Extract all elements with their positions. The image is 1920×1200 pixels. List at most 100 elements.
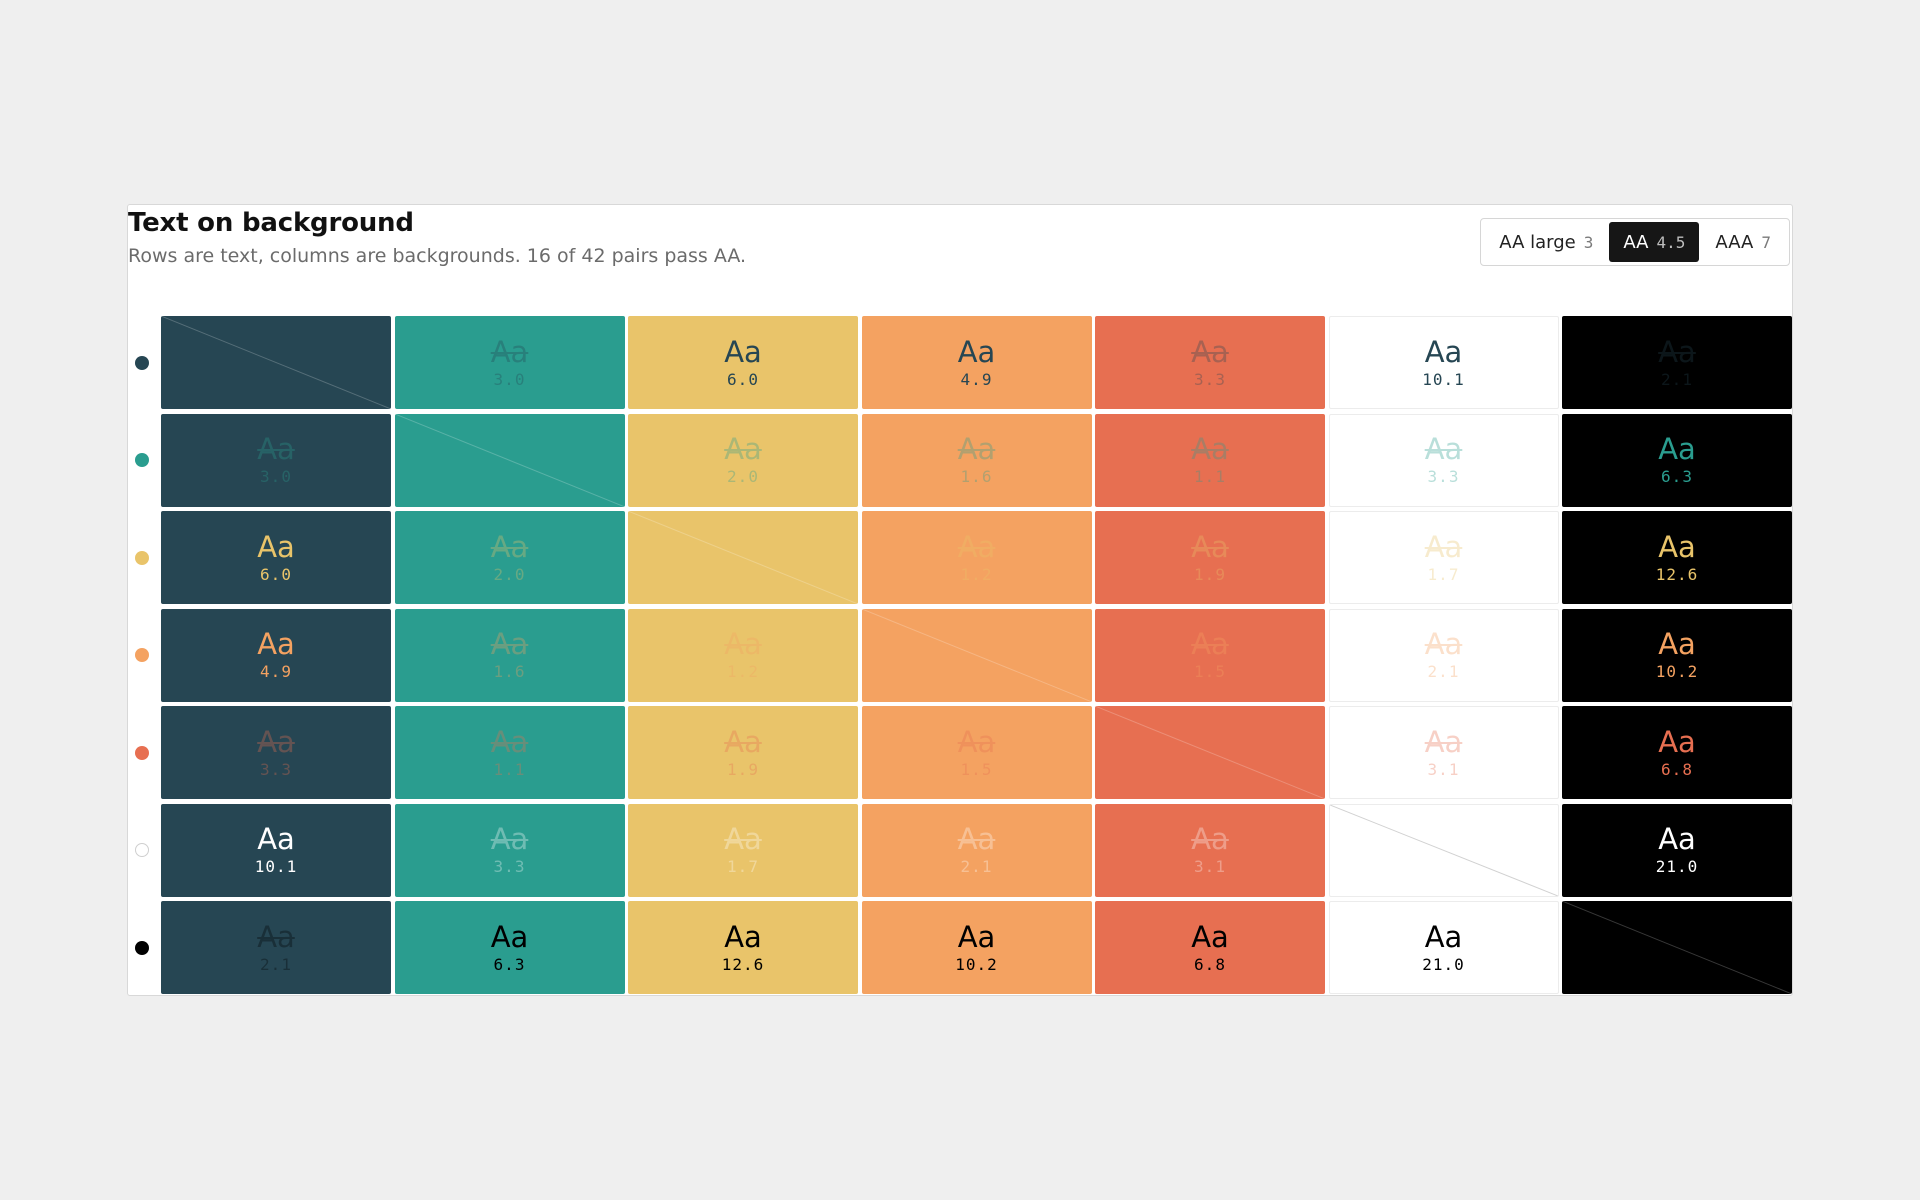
sample-text: Aa — [957, 334, 996, 369]
contrast-ratio: 1.9 — [1194, 564, 1226, 584]
contrast-cell[interactable]: Aa 1.9 — [628, 706, 858, 799]
contrast-cell[interactable] — [1328, 803, 1559, 897]
contrast-ratio: 4.9 — [260, 662, 292, 681]
contrast-cell[interactable]: Aa 3.0 — [394, 316, 625, 409]
sample-text: Aa — [257, 724, 295, 759]
level-aa-button[interactable]: AA 4.5 — [1609, 222, 1700, 262]
contrast-cell[interactable]: Aa 21.0 — [1562, 803, 1792, 897]
contrast-cell[interactable]: Aa 3.3 — [394, 803, 625, 897]
contrast-cell[interactable]: Aa 2.0 — [628, 413, 858, 507]
sample-text: Aa — [1424, 529, 1463, 564]
text-color-dot — [135, 550, 149, 565]
contrast-ratio: 21.0 — [1655, 857, 1699, 876]
text-color-swatches — [135, 316, 149, 993]
contrast-cell[interactable]: Aa 6.0 — [628, 316, 858, 409]
level-aa-large-button[interactable]: AA large 3 — [1485, 222, 1607, 262]
contrast-cell[interactable]: Aa 3.0 — [161, 413, 391, 507]
contrast-ratio: 6.0 — [727, 369, 759, 389]
contrast-ratio: 1.2 — [727, 662, 759, 681]
sample-text: Aa — [1424, 919, 1463, 954]
contrast-cell[interactable]: Aa 10.2 — [1562, 608, 1792, 702]
sample-text: Aa — [1424, 334, 1463, 369]
contrast-cell[interactable] — [394, 413, 625, 507]
contrast-cell[interactable]: Aa 3.3 — [161, 706, 391, 799]
contrast-cell[interactable]: Aa 6.3 — [1562, 413, 1792, 507]
contrast-cell[interactable]: Aa 2.1 — [861, 803, 1092, 897]
contrast-ratio: 2.0 — [493, 564, 526, 584]
contrast-ratio: 3.3 — [493, 857, 526, 876]
contrast-cell[interactable]: Aa 12.6 — [1562, 511, 1792, 604]
contrast-cell[interactable]: Aa 10.1 — [1328, 316, 1559, 409]
contrast-panel: Text on background Rows are text, column… — [127, 204, 1793, 996]
contrast-ratio: 3.3 — [1427, 467, 1460, 486]
contrast-cell[interactable]: Aa 1.2 — [861, 511, 1092, 604]
contrast-cell[interactable]: Aa 10.1 — [161, 803, 391, 897]
sample-text: Aa — [1191, 334, 1229, 369]
contrast-cell[interactable]: Aa 6.8 — [1562, 706, 1792, 799]
contrast-cell[interactable]: Aa 1.6 — [394, 608, 625, 702]
sample-text: Aa — [257, 822, 295, 856]
contrast-cell[interactable]: Aa 3.3 — [1095, 316, 1325, 409]
contrast-cell[interactable]: Aa 3.1 — [1328, 706, 1559, 799]
contrast-cell[interactable]: Aa 1.5 — [1095, 608, 1325, 702]
contrast-cell[interactable]: Aa 2.0 — [394, 511, 625, 604]
contrast-ratio: 1.1 — [1194, 467, 1226, 486]
sample-text: Aa — [957, 919, 996, 954]
contrast-cell[interactable] — [1562, 901, 1792, 994]
text-color-dot — [135, 843, 149, 857]
contrast-cell[interactable]: Aa 21.0 — [1328, 901, 1559, 994]
contrast-cell[interactable] — [861, 608, 1092, 702]
contrast-ratio: 1.9 — [727, 759, 759, 779]
sample-text: Aa — [257, 627, 295, 661]
sample-text: Aa — [490, 529, 529, 564]
same-color-diagonal — [862, 609, 1092, 702]
sample-text: Aa — [490, 919, 529, 954]
contrast-ratio: 1.7 — [727, 857, 759, 876]
contrast-cell[interactable] — [628, 511, 858, 604]
contrast-cell[interactable]: Aa 1.5 — [861, 706, 1092, 799]
contrast-ratio: 3.3 — [260, 759, 292, 779]
contrast-cell[interactable] — [1095, 706, 1325, 799]
contrast-cell[interactable]: Aa 3.3 — [1328, 413, 1559, 507]
contrast-cell[interactable]: Aa 2.1 — [1328, 608, 1559, 702]
contrast-cell[interactable]: Aa 10.2 — [861, 901, 1092, 994]
contrast-cell[interactable]: Aa 6.8 — [1095, 901, 1325, 994]
sample-text: Aa — [1658, 627, 1696, 661]
contrast-ratio: 1.6 — [960, 467, 993, 486]
contrast-cell[interactable]: Aa 1.1 — [394, 706, 625, 799]
panel-subtitle: Rows are text, columns are backgrounds. … — [128, 245, 747, 267]
contrast-cell[interactable]: Aa 1.6 — [861, 413, 1092, 507]
contrast-cell[interactable]: Aa 1.7 — [628, 803, 858, 897]
contrast-cell[interactable]: Aa 2.1 — [1562, 316, 1792, 409]
contrast-cell[interactable]: Aa 1.9 — [1095, 511, 1325, 604]
contrast-cell[interactable]: Aa 6.0 — [161, 511, 391, 604]
contrast-cell[interactable]: Aa 6.3 — [394, 901, 625, 994]
contrast-cell[interactable]: Aa 4.9 — [861, 316, 1092, 409]
sample-text: Aa — [257, 919, 295, 954]
contrast-ratio: 6.3 — [1661, 467, 1693, 486]
contrast-ratio: 1.6 — [493, 662, 526, 681]
contrast-ratio: 1.5 — [960, 759, 993, 779]
contrast-cell[interactable]: Aa 1.2 — [628, 608, 858, 702]
sample-text: Aa — [1658, 334, 1696, 369]
contrast-cell[interactable] — [161, 316, 391, 409]
contrast-cell[interactable]: Aa 4.9 — [161, 608, 391, 702]
contrast-ratio: 12.6 — [721, 954, 765, 974]
contrast-cell[interactable]: Aa 12.6 — [628, 901, 858, 994]
contrast-matrix: Aa 3.0 Aa 6.0 Aa 4.9 Aa 3.3 Aa 10.1 Aa 2.1 Aa 3.0 Aa 2.… — [161, 316, 1792, 994]
contrast-ratio: 12.6 — [1655, 564, 1699, 584]
contrast-ratio: 3.3 — [1194, 369, 1226, 389]
sample-text: Aa — [957, 724, 996, 759]
level-aaa-button[interactable]: AAA 7 — [1701, 222, 1785, 262]
contrast-ratio: 3.1 — [1194, 857, 1226, 876]
level-threshold: 4.5 — [1656, 232, 1686, 252]
sample-text: Aa — [490, 627, 529, 661]
contrast-cell[interactable]: Aa 1.1 — [1095, 413, 1325, 507]
sample-text: Aa — [957, 432, 996, 466]
contrast-ratio: 10.2 — [1655, 662, 1699, 681]
sample-text: Aa — [1658, 432, 1696, 466]
contrast-ratio: 6.0 — [260, 564, 292, 584]
contrast-cell[interactable]: Aa 2.1 — [161, 901, 391, 994]
contrast-cell[interactable]: Aa 3.1 — [1095, 803, 1325, 897]
contrast-cell[interactable]: Aa 1.7 — [1328, 511, 1559, 604]
